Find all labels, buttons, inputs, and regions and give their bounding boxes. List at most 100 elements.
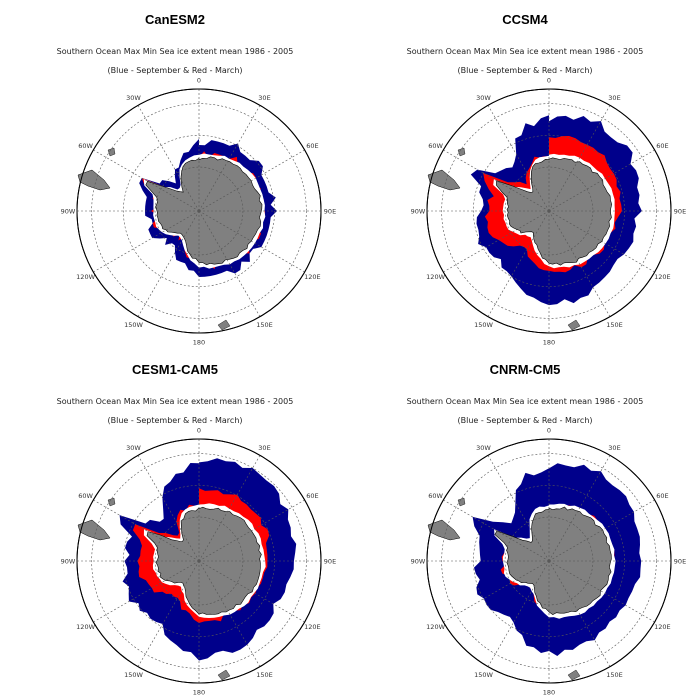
latitude-circle [154, 516, 244, 606]
meridian-line [198, 455, 261, 562]
polar-map: 0 30E 60E 90E 120E 150E 180 150W 120W 90W 60W 30W [61, 427, 337, 697]
meridian-line [137, 560, 200, 667]
meridian-line [443, 499, 550, 562]
meridian-line [93, 560, 200, 623]
panel-cesm1-cam5: CESM1-CAM5 Southern Ocean Max Min Sea ic… [0, 350, 350, 700]
meridian-line [137, 455, 200, 562]
panel-subtitle-line2: (Blue - September & Red - March) [107, 416, 243, 425]
longitude-label-upper_left_2: 60W [78, 142, 93, 150]
longitude-label-left: 90W [411, 558, 426, 566]
longitude-label-lower_left_2: 150W [124, 321, 143, 329]
meridian-line [443, 210, 550, 273]
longitude-label-lower_right_1: 120E [304, 273, 321, 281]
meridian-line [198, 105, 261, 212]
longitude-label-right: 90E [324, 558, 336, 566]
longitude-label-lower_right_1: 120E [654, 273, 671, 281]
meridian-line [548, 210, 611, 317]
panel-subtitle-line2: (Blue - September & Red - March) [107, 66, 243, 75]
meridian-line [548, 105, 611, 212]
meridian-line [93, 499, 200, 562]
longitude-label-lower_left_1: 120W [426, 273, 445, 281]
longitude-label-upper_left_1: 30W [126, 94, 141, 102]
longitude-label-upper_left_1: 30W [126, 444, 141, 452]
longitude-label-lower_left_1: 120W [426, 623, 445, 631]
south-america-landmass [77, 519, 111, 541]
new-zealand-landmass [217, 669, 231, 681]
meridian-line [198, 149, 305, 212]
meridian-line [198, 210, 305, 273]
meridian-line [93, 149, 200, 212]
longitude-label-right: 90E [674, 558, 686, 566]
panel-canesm2: CanESM2 Southern Ocean Max Min Sea ice e… [0, 0, 350, 350]
meridian-line [198, 560, 261, 667]
new-zealand-landmass [217, 319, 231, 331]
panel-ccsm4: CCSM4 Southern Ocean Max Min Sea ice ext… [350, 0, 700, 350]
latitude-circle [91, 453, 307, 669]
panel-subtitle-line1: Southern Ocean Max Min Sea ice extent me… [56, 397, 294, 406]
panel-title: CCSM4 [502, 12, 548, 27]
map-boundary-outline [76, 88, 322, 334]
longitude-label-upper_right_2: 60E [306, 492, 318, 500]
longitude-label-lower_right_1: 120E [654, 623, 671, 631]
meridian-line [487, 210, 550, 317]
latitude-circle [123, 135, 275, 287]
longitude-label-upper_right_1: 30E [258, 444, 270, 452]
longitude-label-upper_left_2: 60W [78, 492, 93, 500]
latitude-circle [473, 485, 625, 637]
panel-subtitle-line1: Southern Ocean Max Min Sea ice extent me… [56, 47, 294, 56]
island-landmass [107, 497, 116, 507]
meridian-line [548, 499, 655, 562]
meridian-line [137, 210, 200, 317]
meridian-line [198, 499, 305, 562]
longitude-label-lower_left_2: 150W [474, 671, 493, 679]
longitude-label-lower_right_2: 150E [256, 321, 273, 329]
polar-map: 0 30E 60E 90E 120E 150E 180 150W 120W 90W 60W 30W [411, 77, 687, 347]
new-zealand-landmass [567, 319, 581, 331]
longitude-label-upper_right_2: 60E [656, 492, 668, 500]
meridian-line [487, 560, 550, 667]
longitude-label-lower_right_2: 150E [606, 671, 623, 679]
latitude-circle [154, 166, 244, 256]
longitude-label-top: 0 [197, 427, 201, 435]
south-america-landmass [77, 169, 111, 191]
longitude-label-lower_right_1: 120E [304, 623, 321, 631]
longitude-label-top: 0 [197, 77, 201, 85]
panel-subtitle-line1: Southern Ocean Max Min Sea ice extent me… [406, 397, 644, 406]
meridian-line [548, 210, 655, 273]
latitude-circle [91, 103, 307, 319]
panel-cnrm-cm5: CNRM-CM5 Southern Ocean Max Min Sea ice … [350, 350, 700, 700]
longitude-label-lower_right_2: 150E [606, 321, 623, 329]
longitude-label-right: 90E [324, 208, 336, 216]
meridian-line [548, 455, 611, 562]
latitude-circle [504, 166, 594, 256]
longitude-label-left: 90W [61, 558, 76, 566]
latitude-circle [473, 135, 625, 287]
longitude-label-upper_right_1: 30E [608, 444, 620, 452]
latitude-circle [441, 103, 657, 319]
meridian-line [198, 560, 305, 623]
longitude-label-upper_left_1: 30W [476, 444, 491, 452]
longitude-label-right: 90E [674, 208, 686, 216]
map-boundary-outline [76, 438, 322, 684]
south-america-landmass [427, 169, 461, 191]
longitude-label-bottom: 180 [543, 339, 555, 347]
longitude-label-top: 0 [547, 427, 551, 435]
antarctica-landmass [496, 157, 613, 266]
longitude-label-upper_right_2: 60E [306, 142, 318, 150]
meridian-line [487, 105, 550, 212]
longitude-label-lower_left_2: 150W [124, 671, 143, 679]
longitude-label-upper_right_2: 60E [656, 142, 668, 150]
map-boundary-outline [426, 88, 672, 334]
longitude-label-bottom: 180 [193, 689, 205, 697]
meridian-line [487, 455, 550, 562]
longitude-label-lower_right_2: 150E [256, 671, 273, 679]
map-boundary-outline [426, 438, 672, 684]
meridian-line [443, 560, 550, 623]
meridian-line [198, 210, 261, 317]
longitude-label-upper_left_2: 60W [428, 492, 443, 500]
polar-map: 0 30E 60E 90E 120E 150E 180 150W 120W 90W 60W 30W [411, 427, 687, 697]
longitude-label-upper_right_1: 30E [258, 94, 270, 102]
meridian-line [93, 210, 200, 273]
panel-subtitle-line1: Southern Ocean Max Min Sea ice extent me… [406, 47, 644, 56]
latitude-circle [441, 453, 657, 669]
